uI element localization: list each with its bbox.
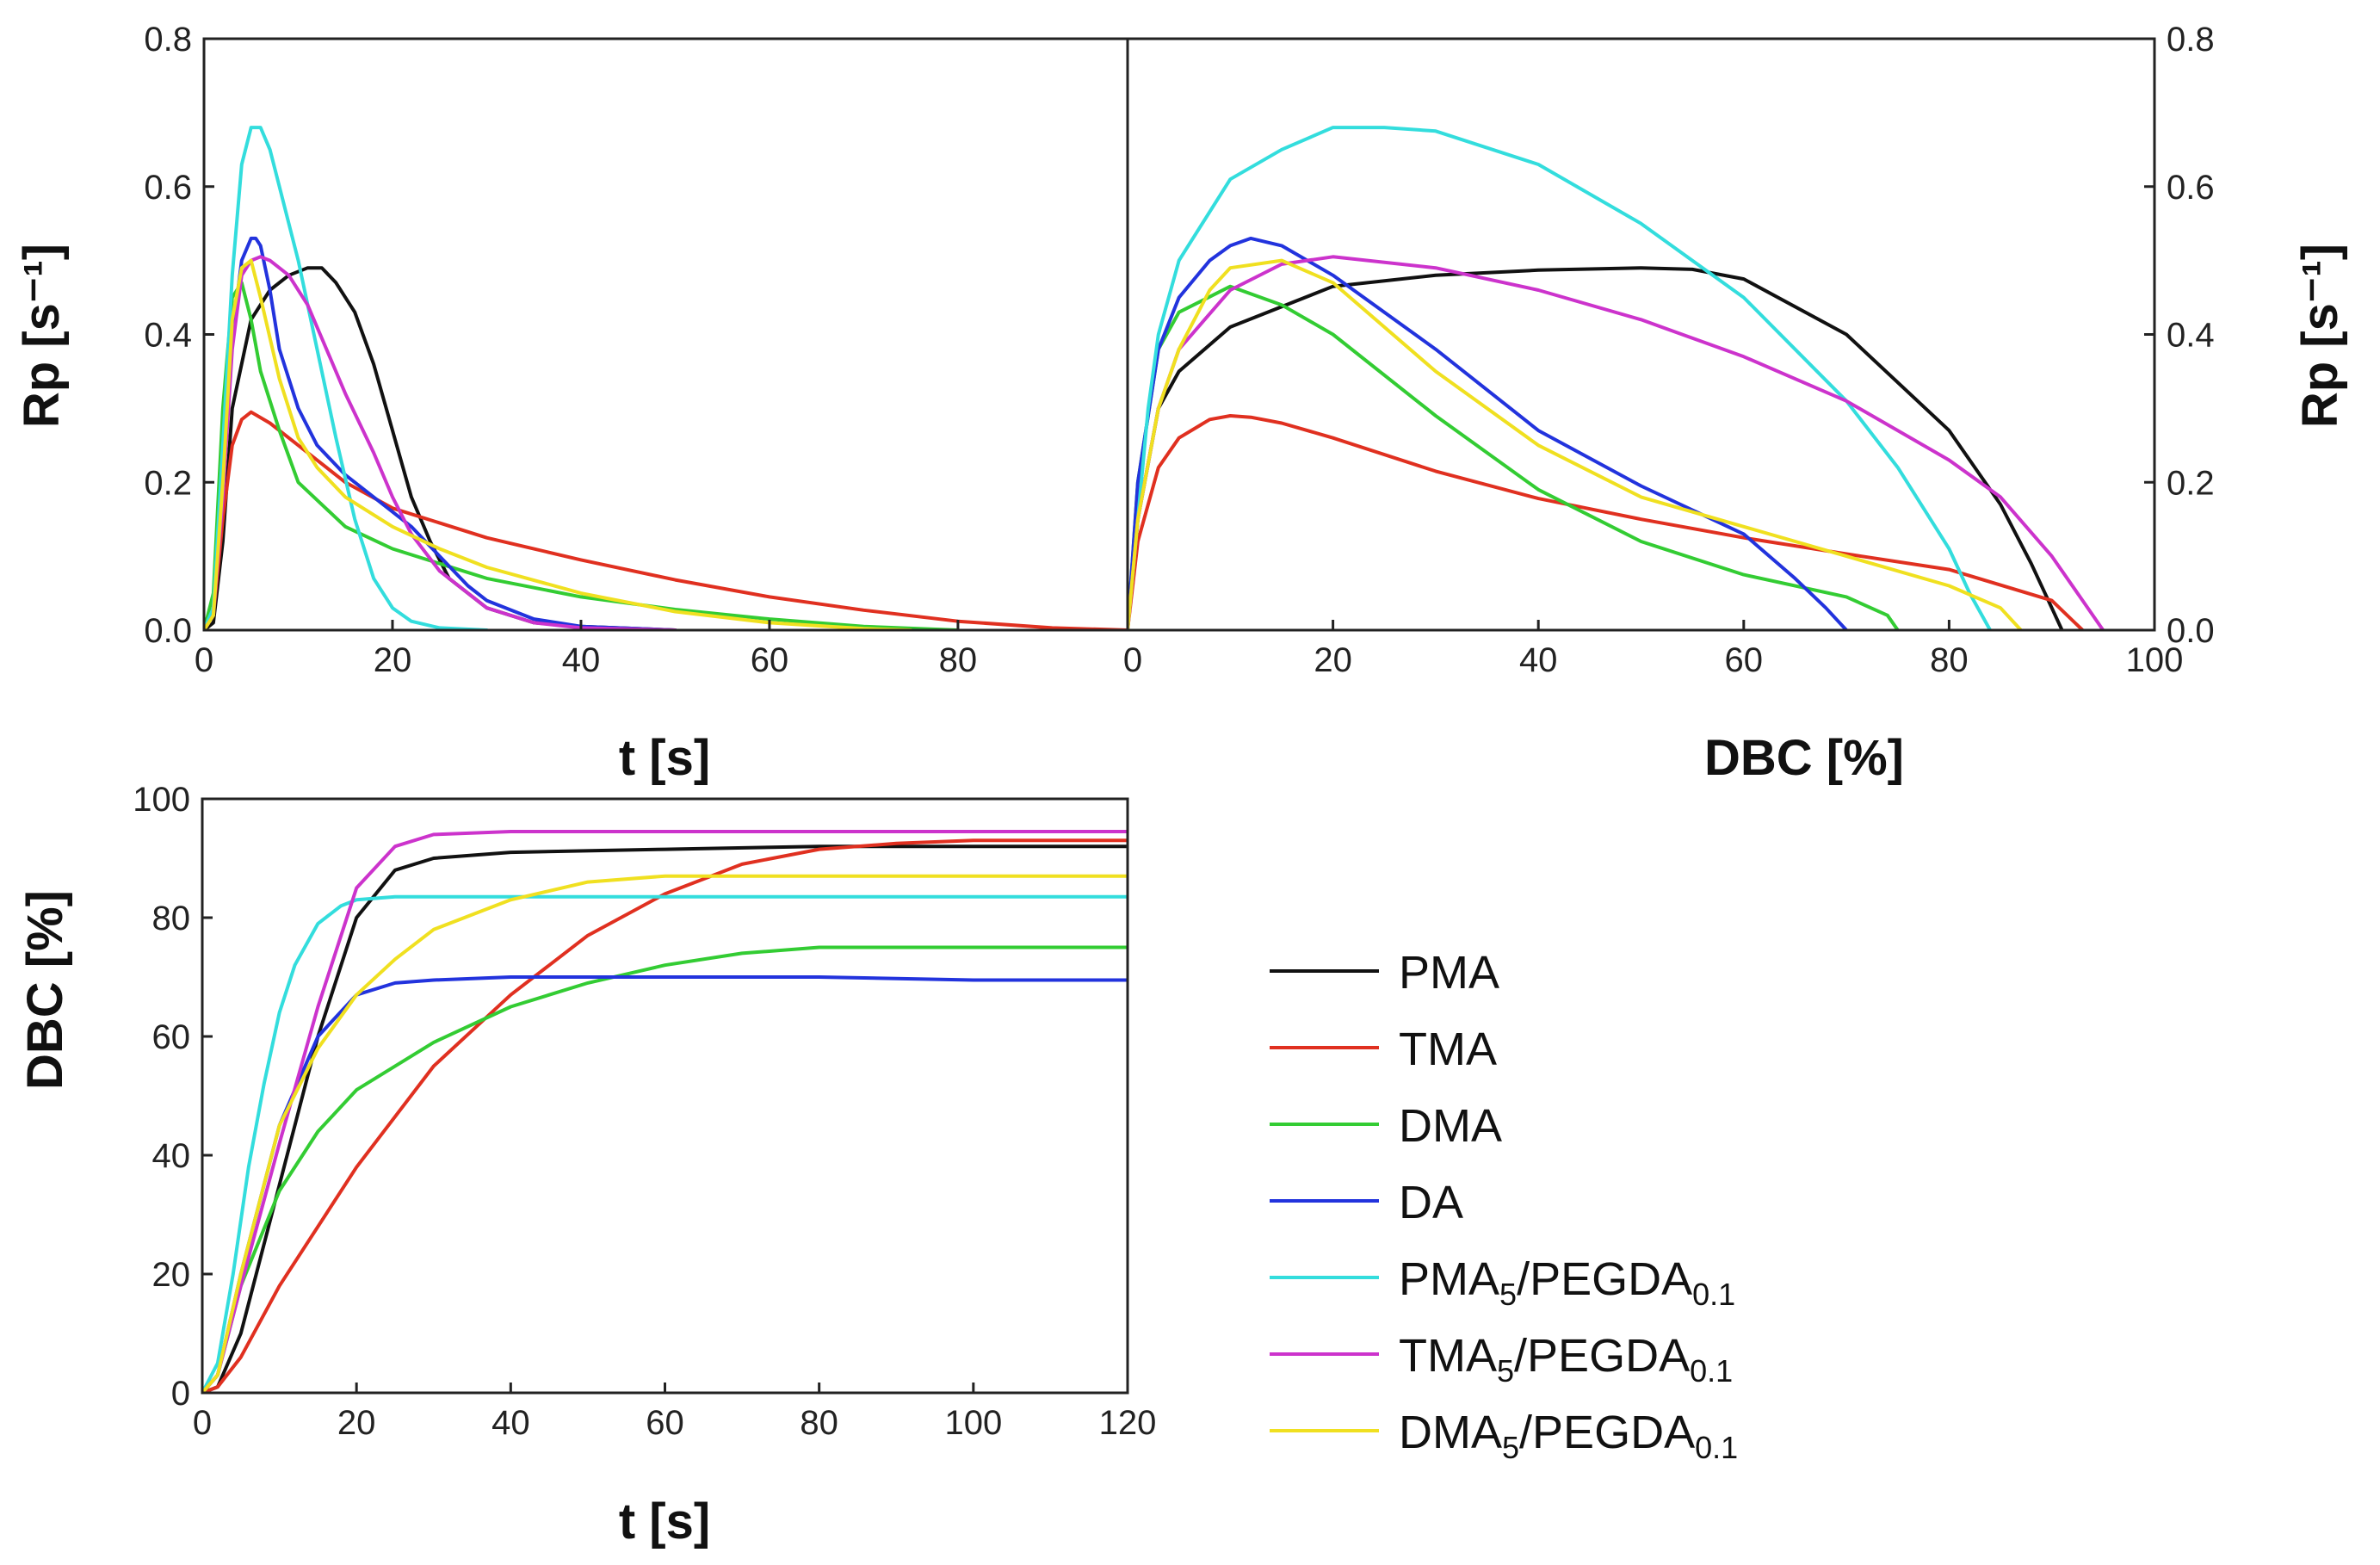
dbc_vs_t-y-tick-label: 60 (152, 1018, 191, 1056)
dbc_vs_t-series-tma5-pegda0-1-line (202, 830, 1128, 1393)
rp_vs_dbc-series-tma-line (1128, 414, 2085, 630)
rp_vs_t-series-dma-line (204, 281, 960, 630)
rp_vs_t-x-tick-label: 20 (374, 641, 412, 679)
rp_vs_dbc-x-tick-label: 60 (1725, 641, 1764, 679)
legend-label: DMA5/PEGDA0.1 (1399, 1407, 1738, 1465)
legend-label: PMA5/PEGDA0.1 (1399, 1253, 1735, 1312)
rp_vs_dbc-series-dma5-pegda0-1-line (1128, 258, 2023, 630)
dbc_vs_t-series-pma5-pegda0-1-line (202, 894, 1128, 1393)
rp_vs_dbc-y-tick-label: 0.8 (2167, 21, 2215, 59)
dbc_vs_t-y-tick-label: 80 (152, 900, 191, 937)
rp_vs_dbc-x-tick-label: 100 (2126, 641, 2184, 679)
dbc_vs_t-x-tick-label: 60 (646, 1404, 684, 1442)
rp_vs_dbc-series-pma-line (1128, 266, 2064, 630)
dbc_vs_t-series-dma-line (202, 945, 1128, 1393)
rp_vs_t-y-tick-label: 0.4 (144, 317, 192, 355)
rp_vs_t-x-tick-label: 60 (751, 641, 789, 679)
dbc_vs_t-series-pma-line (202, 844, 1128, 1393)
dbc_vs_t-y-tick-label: 20 (152, 1256, 191, 1294)
dbc_vs_t-x-tick-label: 20 (337, 1404, 376, 1442)
rp_vs_dbc-series-pma5-pegda0-1-line (1128, 126, 1993, 630)
rp_vs_t-series-pma5-pegda0-1-line (204, 126, 489, 630)
axes-layer: 0 20 40 60 80 0.0 0.2 0.4 0.6 0.8 t [s] Rp [s⁻¹] 0 20… (14, 21, 2348, 1550)
dbc_vs_t-y-tick-label: 40 (152, 1137, 191, 1175)
rp_vs_dbc-x-tick-label: 80 (1930, 641, 1969, 679)
dbc_vs_t-plot-frame (201, 797, 1129, 1395)
dbc_vs_t-y-tick-label: 100 (133, 781, 190, 819)
legend-label: DMA (1399, 1100, 1502, 1152)
rp_vs_t-y-tick-label: 0.2 (144, 464, 192, 502)
legend: PMA TMA DMA DA PMA5/PEGDA0.1 TMA5/PEGDA0.1 DMA… (1270, 947, 1738, 1465)
series-layer (202, 126, 2105, 1393)
rp_vs_t-plot-frame (202, 37, 1129, 632)
rp_vs_t-series-tma-line (204, 410, 1128, 630)
legend-label: PMA (1399, 947, 1499, 999)
dbc_vs_t-series-dma5-pegda0-1-line (202, 874, 1128, 1393)
legend-label: DA (1399, 1177, 1463, 1228)
dbc_vs_t-x-tick-label: 0 (193, 1404, 212, 1442)
rp_vs_t-series-tma5-pegda0-1-line (204, 255, 677, 630)
legend-label: TMA (1399, 1024, 1497, 1075)
dbc_vs_t-x-tick-label: 40 (491, 1404, 530, 1442)
rp_vs_dbc-y-tick-label: 0.2 (2167, 464, 2215, 502)
dbc_vs_t-x-tick-label: 120 (1099, 1404, 1157, 1442)
dbc_vs_t-x-tick-label: 80 (800, 1404, 838, 1442)
rp_vs_t-series-dma5-pegda0-1-line (204, 258, 913, 630)
rp_vs_t-y-tick-label: 0.6 (144, 169, 192, 207)
rp_vs_t-y-axis-label: Rp [s⁻¹] (14, 244, 70, 428)
rp_vs_dbc-x-tick-label: 0 (1123, 641, 1142, 679)
dbc_vs_t-y-tick-label: 0 (171, 1375, 190, 1413)
dbc_vs_t-y-axis-label: DBC [%] (17, 890, 73, 1090)
rp_vs_t-x-tick-label: 0 (195, 641, 213, 679)
dbc_vs_t-x-axis-label: t [s] (619, 1494, 710, 1550)
dbc_vs_t-x-tick-label: 100 (944, 1404, 1002, 1442)
rp_vs_t-y-tick-label: 0.8 (144, 21, 192, 59)
rp_vs_dbc-y-axis-label: Rp [s⁻¹] (2292, 244, 2348, 428)
rp_vs_dbc-y-tick-label: 0.6 (2167, 169, 2215, 207)
rp_vs_dbc-y-tick-label: 0.0 (2167, 612, 2215, 650)
rp_vs_t-y-tick-label: 0.0 (144, 612, 192, 650)
rp_vs_dbc-x-axis-label: DBC [%] (1704, 730, 1904, 786)
dbc_vs_t-series-tma-line (202, 838, 1128, 1393)
legend-label: TMA5/PEGDA0.1 (1399, 1330, 1733, 1389)
rp_vs_dbc-x-tick-label: 20 (1314, 641, 1352, 679)
rp_vs_t-x-tick-label: 80 (939, 641, 978, 679)
rp_vs_dbc-x-tick-label: 40 (1519, 641, 1558, 679)
rp_vs_t-x-tick-label: 40 (562, 641, 601, 679)
rp_vs_t-x-axis-label: t [s] (619, 730, 710, 786)
rp_vs_dbc-y-tick-label: 0.4 (2167, 317, 2215, 355)
dbc_vs_t-series-da-line (202, 975, 1128, 1393)
